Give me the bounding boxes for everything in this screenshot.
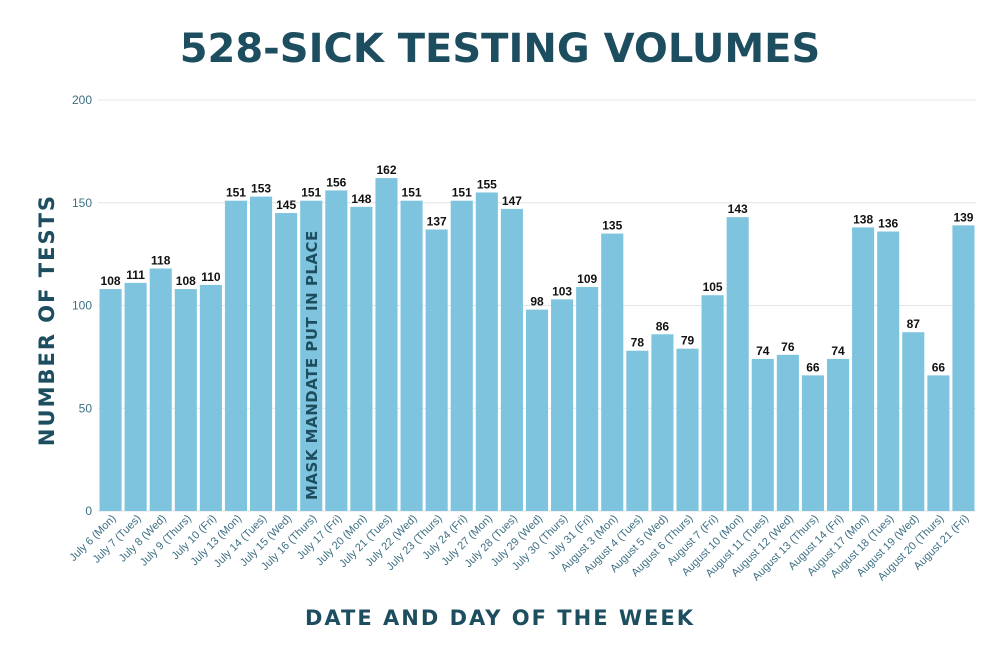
- bar: [300, 200, 323, 511]
- bar: [199, 284, 222, 511]
- value-label: 151: [402, 186, 422, 200]
- value-label: 118: [151, 254, 171, 268]
- bar: [701, 295, 724, 511]
- bar: [325, 190, 348, 512]
- bar: [726, 217, 749, 511]
- bar: [99, 289, 122, 511]
- y-tick-label: 0: [85, 504, 92, 518]
- bar: [952, 225, 975, 512]
- value-label: 98: [530, 295, 544, 309]
- bars: [99, 178, 975, 512]
- bar: [224, 200, 248, 511]
- value-label: 147: [502, 194, 522, 208]
- y-tick-label: 200: [72, 93, 92, 107]
- value-label: 111: [126, 268, 145, 282]
- bar: [425, 229, 448, 511]
- value-label: 156: [326, 175, 346, 189]
- bar: [852, 227, 875, 511]
- bar: [400, 200, 423, 511]
- value-label: 79: [681, 334, 695, 348]
- value-label: 138: [853, 212, 873, 226]
- y-tick-label: 150: [72, 196, 92, 210]
- bar: [525, 309, 549, 511]
- value-label: 108: [176, 274, 196, 288]
- value-label: 109: [577, 272, 597, 286]
- value-label: 110: [201, 270, 221, 284]
- bar: [877, 231, 900, 511]
- mask-mandate-annotation: MASK MANDATE PUT IN PLACE: [303, 230, 321, 500]
- value-label: 108: [101, 274, 121, 288]
- y-axis-title: NUMBER OF TESTS: [35, 193, 59, 447]
- bar: [826, 358, 850, 511]
- value-label: 148: [351, 192, 371, 206]
- bar: [801, 375, 824, 511]
- value-label: 151: [301, 186, 321, 200]
- bar: [250, 196, 273, 511]
- value-label: 153: [251, 182, 271, 196]
- bar: [751, 358, 774, 511]
- value-labels: 108 111 118 108 110 151 153 145 151 156 148 162 151 1…: [101, 163, 974, 374]
- bar: [475, 192, 498, 511]
- bar: [626, 350, 649, 511]
- bar: [676, 348, 699, 511]
- y-tick-label: 100: [72, 299, 92, 313]
- value-label: 162: [376, 163, 396, 177]
- bar: [124, 282, 147, 511]
- value-label: 87: [907, 317, 921, 331]
- bar: [651, 334, 674, 511]
- value-label: 66: [806, 360, 820, 374]
- value-label: 137: [427, 214, 447, 228]
- bar: [275, 213, 298, 511]
- annotation: MASK MANDATE PUT IN PLACE: [303, 230, 321, 500]
- bar: [350, 206, 373, 512]
- bar: [927, 375, 950, 511]
- bar: [375, 178, 398, 511]
- bar: [576, 287, 599, 511]
- bar: [601, 233, 624, 511]
- value-label: 103: [552, 284, 572, 298]
- bar: [902, 332, 925, 511]
- value-label: 66: [932, 360, 946, 374]
- bar: [174, 289, 197, 511]
- bar: [776, 354, 799, 511]
- value-label: 151: [226, 186, 246, 200]
- value-label: 74: [756, 344, 770, 358]
- x-axis-title: DATE AND DAY OF THE WEEK: [305, 606, 695, 630]
- value-label: 76: [781, 340, 795, 354]
- value-label: 155: [477, 177, 497, 191]
- value-label: 139: [953, 210, 973, 224]
- value-label: 74: [831, 344, 845, 358]
- value-label: 135: [602, 219, 622, 233]
- bar: [450, 200, 473, 511]
- value-label: 86: [656, 319, 670, 333]
- value-label: 151: [452, 186, 472, 200]
- bar: [551, 299, 574, 511]
- value-label: 105: [703, 280, 723, 294]
- y-axis-ticks: 0 50 100 150 200: [72, 93, 92, 518]
- value-label: 143: [728, 202, 748, 216]
- bar: [500, 208, 523, 512]
- x-axis-ticks: July 6 (Mon)July 7 (Tues)July 8 (Wed)Jul…: [67, 513, 971, 584]
- value-label: 78: [631, 336, 645, 350]
- chart-title: 528-SICK TESTING VOLUMES: [179, 26, 821, 72]
- value-label: 145: [276, 198, 296, 212]
- y-tick-label: 50: [79, 401, 93, 415]
- bar: [149, 268, 172, 511]
- value-label: 136: [878, 217, 898, 231]
